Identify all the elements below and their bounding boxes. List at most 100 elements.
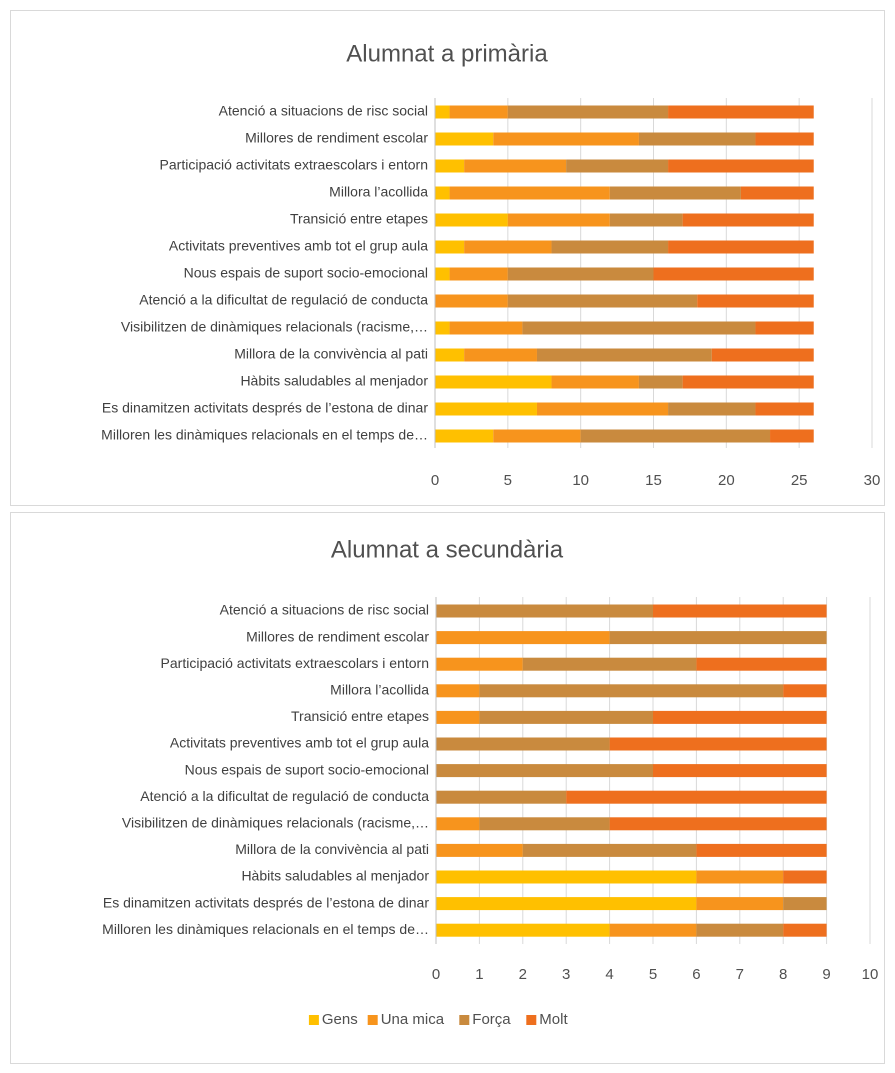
y-tick-label: Millora de la convivència al pati — [235, 841, 429, 857]
y-tick-label: Transició entre etapes — [291, 708, 429, 724]
bar-segment — [682, 375, 814, 389]
bar-segment — [436, 923, 610, 937]
bar-segment — [436, 631, 610, 645]
bar-segment — [479, 684, 784, 698]
bar-segment — [435, 402, 537, 416]
chart-frame — [10, 512, 885, 1064]
y-tick-label: Millora l’acollida — [330, 682, 429, 698]
bar-segment — [449, 186, 610, 200]
x-tick-label: 9 — [822, 966, 830, 983]
bar-segment — [479, 710, 653, 724]
chart-title: Alumnat a secundària — [331, 536, 564, 563]
bar-segment — [668, 159, 814, 173]
bar-segment — [436, 817, 480, 831]
bar-segment — [755, 402, 814, 416]
y-tick-label: Millora l’acollida — [329, 184, 428, 200]
bar-segment — [436, 710, 480, 724]
bar-segment — [522, 657, 697, 671]
bar-segment — [783, 897, 827, 911]
legend-label: Una mica — [381, 1011, 445, 1028]
y-tick-label: Atenció a la dificultat de regulació de … — [140, 788, 429, 804]
bar-segment — [696, 657, 827, 671]
x-tick-label: 6 — [692, 966, 700, 983]
bar-segment — [449, 321, 523, 335]
bar-segment — [696, 897, 784, 911]
bar-segment — [435, 321, 450, 335]
y-tick-label: Milloren les dinàmiques relacionals en e… — [102, 921, 429, 937]
x-tick-label: 0 — [432, 966, 440, 983]
bar-segment — [609, 737, 827, 751]
x-tick-label: 4 — [605, 966, 613, 983]
y-tick-label: Activitats preventives amb tot el grup a… — [169, 238, 428, 254]
x-tick-label: 5 — [649, 966, 657, 983]
legend-swatch — [459, 1015, 470, 1025]
legend-label: Molt — [539, 1011, 568, 1028]
x-tick-label: 25 — [791, 472, 808, 489]
bar-segment — [435, 186, 450, 200]
y-tick-label: Visibilitzen de dinàmiques relacionals (… — [122, 815, 429, 831]
bar-segment — [435, 213, 508, 227]
x-tick-label: 20 — [718, 472, 735, 489]
bar-segment — [653, 267, 814, 281]
bar-segment — [435, 267, 450, 281]
bar-segment — [435, 105, 450, 119]
bar-segment — [668, 240, 814, 254]
y-tick-label: Millores de rendiment escolar — [246, 628, 429, 644]
y-tick-label: Visibilitzen de dinàmiques relacionals (… — [121, 319, 428, 335]
x-tick-label: 7 — [736, 966, 744, 983]
bar-segment — [755, 321, 814, 335]
bar-segment — [507, 267, 654, 281]
bar-segment — [653, 764, 827, 778]
bar-segment — [783, 870, 827, 884]
bar-segment — [668, 105, 814, 119]
bar-segment — [522, 321, 756, 335]
bar-segment — [435, 429, 494, 443]
bar-segment — [536, 348, 712, 362]
bar-segment — [436, 870, 697, 884]
bar-segment — [435, 159, 465, 173]
y-tick-label: Es dinamitzen activitats després de l’es… — [103, 894, 429, 910]
bar-segment — [436, 604, 653, 618]
bar-segment — [580, 429, 771, 443]
bar-segment — [668, 402, 756, 416]
x-tick-label: 3 — [562, 966, 570, 983]
bar-segment — [638, 132, 756, 146]
bar-segment — [507, 213, 610, 227]
bar-segment — [653, 710, 827, 724]
bar-segment — [696, 843, 827, 857]
bar-segment — [609, 631, 827, 645]
legend-swatch — [308, 1015, 319, 1025]
y-tick-label: Participació activitats extraescolars i … — [161, 655, 429, 671]
y-tick-label: Atenció a situacions de risc social — [220, 602, 429, 618]
bar-segment — [464, 240, 552, 254]
bar-segment — [464, 348, 537, 362]
x-tick-label: 8 — [779, 966, 787, 983]
bar-segment — [436, 897, 697, 911]
bar-segment — [479, 817, 610, 831]
bar-segment — [464, 159, 567, 173]
x-tick-label: 1 — [475, 966, 483, 983]
bar-segment — [697, 294, 814, 308]
y-tick-label: Millora de la convivència al pati — [234, 346, 428, 362]
bar-segment — [783, 923, 827, 937]
y-tick-label: Nous espais de suport socio-emocional — [184, 265, 428, 281]
x-tick-label: 10 — [862, 966, 879, 983]
bar-segment — [696, 923, 784, 937]
y-tick-label: Milloren les dinàmiques relacionals en e… — [101, 427, 428, 443]
bar-segment — [507, 294, 698, 308]
y-tick-label: Hàbits saludables al menjador — [241, 868, 429, 884]
bar-segment — [711, 348, 814, 362]
bar-segment — [436, 843, 523, 857]
bar-segment — [551, 240, 669, 254]
bar-segment — [609, 923, 697, 937]
bar-segment — [566, 159, 669, 173]
bar-segment — [435, 348, 465, 362]
legend-swatch — [526, 1015, 537, 1025]
bar-segment — [493, 429, 581, 443]
bar-segment — [551, 375, 639, 389]
bar-segment — [696, 870, 784, 884]
y-tick-label: Transició entre etapes — [290, 211, 428, 227]
chart-frame — [10, 10, 885, 506]
bar-segment — [449, 105, 508, 119]
